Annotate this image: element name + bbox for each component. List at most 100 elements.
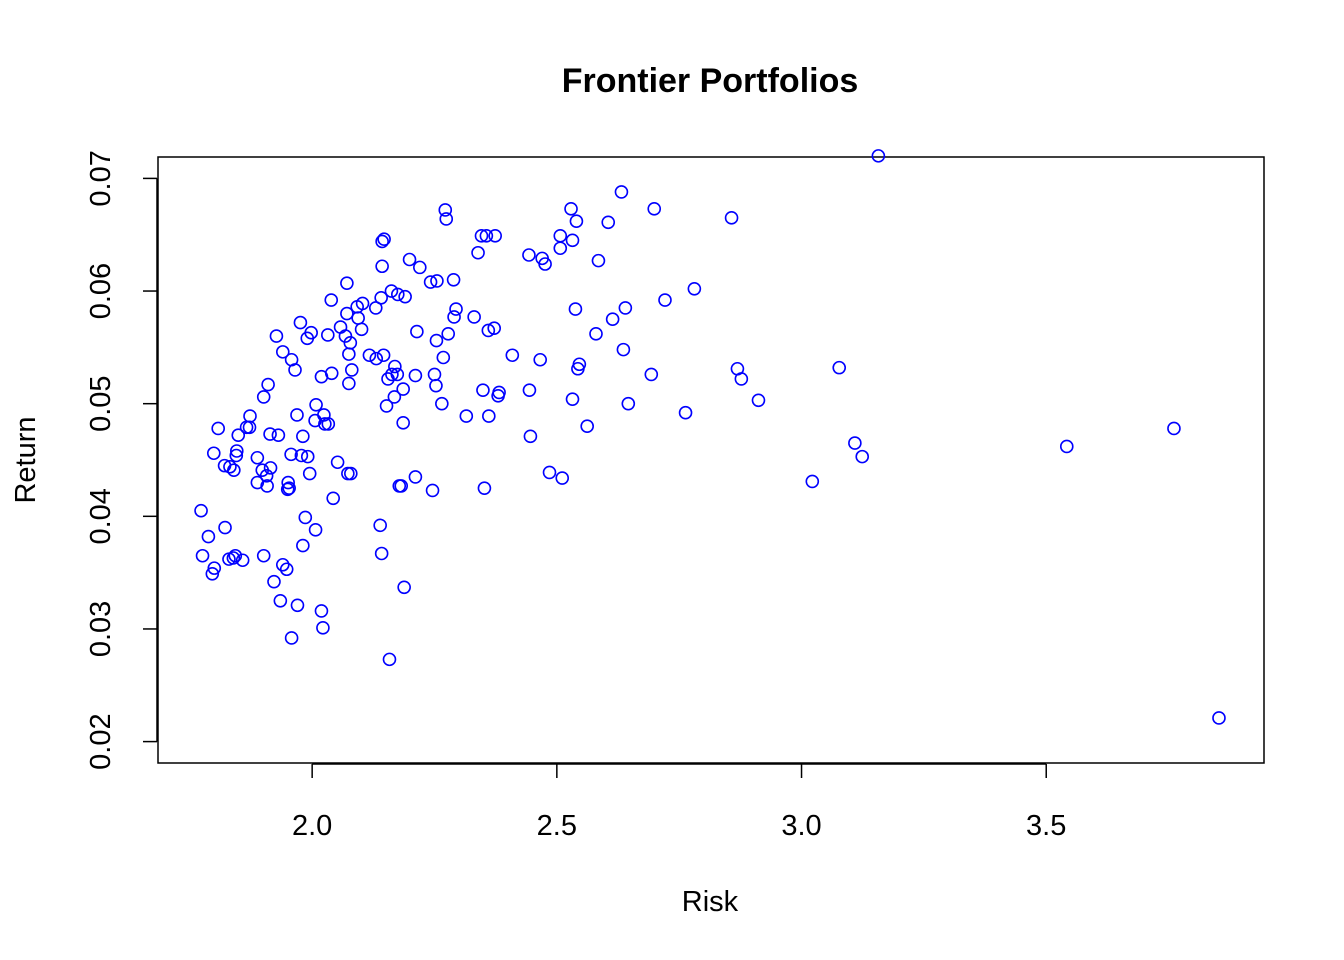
data-point bbox=[487, 321, 502, 336]
data-point bbox=[477, 481, 492, 495]
data-point bbox=[218, 520, 232, 535]
data-point bbox=[724, 211, 739, 225]
data-point bbox=[491, 388, 505, 403]
data-point bbox=[226, 551, 241, 565]
data-point bbox=[223, 459, 237, 474]
y-tick-label: 0.03 bbox=[85, 601, 117, 657]
data-point bbox=[605, 312, 620, 327]
data-points bbox=[194, 149, 1226, 725]
data-point bbox=[368, 301, 383, 315]
data-point bbox=[300, 331, 315, 346]
data-point bbox=[239, 420, 254, 435]
data-point bbox=[290, 408, 304, 422]
data-point bbox=[565, 392, 580, 406]
data-point bbox=[263, 461, 278, 475]
data-point bbox=[250, 475, 265, 490]
data-point bbox=[284, 447, 298, 462]
data-point bbox=[568, 302, 583, 316]
data-point bbox=[436, 350, 451, 365]
data-point bbox=[302, 466, 317, 481]
data-point bbox=[344, 363, 359, 377]
data-point bbox=[408, 368, 423, 383]
y-tick-label: 0.05 bbox=[85, 375, 117, 431]
data-point bbox=[288, 363, 302, 377]
data-point bbox=[687, 281, 702, 296]
data-point bbox=[542, 465, 557, 480]
data-point bbox=[459, 409, 474, 423]
data-point bbox=[338, 329, 353, 343]
data-point bbox=[580, 419, 594, 434]
data-point bbox=[194, 503, 208, 518]
data-point bbox=[481, 323, 496, 338]
data-point bbox=[375, 234, 389, 249]
data-point bbox=[439, 212, 454, 226]
data-point bbox=[553, 229, 568, 243]
data-point bbox=[256, 390, 271, 404]
data-point bbox=[565, 233, 580, 248]
data-point bbox=[441, 327, 456, 341]
data-point bbox=[275, 557, 290, 572]
data-point bbox=[207, 561, 222, 575]
data-point bbox=[201, 529, 216, 544]
data-point bbox=[402, 252, 417, 267]
data-point bbox=[294, 448, 309, 463]
data-point bbox=[533, 352, 548, 367]
data-point bbox=[321, 328, 335, 342]
data-point bbox=[522, 383, 537, 397]
data-point bbox=[344, 466, 358, 481]
data-point bbox=[658, 293, 672, 307]
data-point bbox=[413, 260, 427, 275]
data-point bbox=[256, 548, 271, 563]
data-point bbox=[467, 310, 481, 324]
data-point bbox=[474, 229, 489, 243]
data-point bbox=[381, 372, 395, 386]
data-point bbox=[471, 245, 485, 260]
data-point bbox=[279, 562, 294, 577]
x-axis: 2.0 2.5 3.0 3.5 bbox=[292, 763, 1066, 842]
data-point bbox=[281, 475, 295, 490]
y-axis: 0.02 0.03 0.04 0.05 0.06 0.07 bbox=[85, 150, 158, 770]
data-point bbox=[446, 272, 461, 287]
data-point bbox=[231, 428, 246, 443]
data-point bbox=[751, 393, 766, 408]
data-point bbox=[300, 449, 315, 464]
data-point bbox=[408, 470, 423, 484]
data-point bbox=[569, 214, 584, 229]
data-point bbox=[396, 416, 410, 430]
data-point bbox=[734, 372, 749, 386]
data-point bbox=[376, 348, 391, 363]
data-point bbox=[211, 421, 225, 436]
data-point bbox=[538, 257, 552, 271]
data-point bbox=[394, 479, 409, 493]
data-point bbox=[293, 315, 308, 330]
data-point bbox=[235, 553, 250, 568]
data-point bbox=[553, 241, 568, 256]
data-point bbox=[318, 417, 332, 431]
data-point bbox=[284, 631, 299, 645]
data-point bbox=[340, 276, 354, 290]
data-point bbox=[296, 538, 310, 553]
chart-title: Frontier Portfolios bbox=[562, 62, 859, 100]
data-point bbox=[601, 215, 616, 230]
data-point bbox=[316, 621, 330, 635]
data-point bbox=[1212, 711, 1226, 725]
data-point bbox=[228, 548, 243, 563]
data-point bbox=[678, 405, 693, 420]
y-tick-label: 0.06 bbox=[85, 263, 117, 319]
data-point bbox=[425, 483, 440, 498]
data-point bbox=[555, 471, 570, 485]
data-point bbox=[341, 466, 355, 481]
data-point bbox=[564, 202, 578, 216]
data-point bbox=[396, 382, 410, 396]
data-point bbox=[479, 229, 494, 243]
data-point bbox=[398, 289, 412, 304]
y-axis-label: Return bbox=[10, 416, 42, 503]
data-point bbox=[275, 345, 290, 359]
data-point bbox=[260, 479, 274, 493]
data-point bbox=[373, 518, 387, 533]
data-point bbox=[314, 369, 329, 384]
data-point bbox=[522, 248, 536, 262]
data-point bbox=[385, 367, 399, 382]
data-point bbox=[430, 274, 444, 288]
